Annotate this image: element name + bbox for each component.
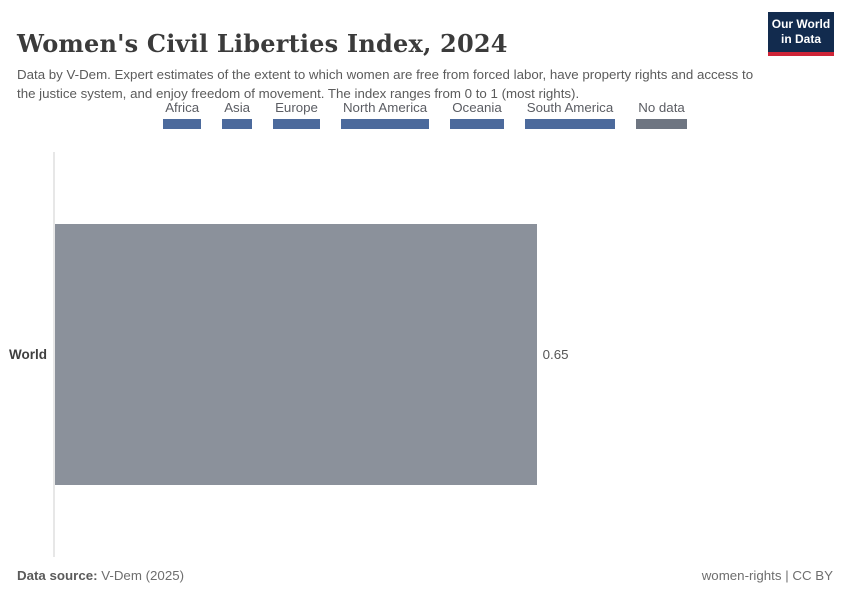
legend-swatch (222, 119, 253, 129)
owid-logo[interactable]: Our World in Data (768, 12, 834, 56)
source-value[interactable]: V-Dem (2025) (101, 568, 185, 583)
legend-item-no-data[interactable]: No data (636, 100, 687, 129)
legend-item-europe[interactable]: Europe (273, 100, 320, 129)
chart-subtitle: Data by V-Dem. Expert estimates of the e… (17, 67, 754, 102)
legend-swatch (636, 119, 687, 129)
legend-label: Oceania (452, 100, 502, 115)
owid-logo-line1: Our World (771, 17, 831, 31)
value-label-world: 0.65 (542, 346, 569, 362)
legend-item-africa[interactable]: Africa (163, 100, 202, 129)
legend-item-asia[interactable]: Asia (222, 100, 253, 129)
legend-label: Europe (275, 100, 318, 115)
legend-item-north-america[interactable]: North America (340, 100, 430, 129)
plot-area: World 0.65 (0, 152, 850, 557)
legend-swatch (273, 119, 320, 129)
chart-footer: Data source: V-Dem (2025) women-rights |… (17, 568, 833, 583)
y-axis-line (53, 152, 55, 557)
legend-swatch (524, 119, 616, 129)
legend-label: Africa (165, 100, 200, 115)
legend-label: Asia (224, 100, 251, 115)
owid-logo-line2: in Data (780, 32, 821, 46)
legend-swatch (450, 119, 504, 129)
legend-swatch (163, 119, 202, 129)
bar-world[interactable] (55, 223, 537, 486)
continent-legend: Africa Asia Europe North America Oceania Sout… (0, 100, 850, 129)
legend-label: No data (638, 100, 685, 115)
legend-item-south-america[interactable]: South America (524, 100, 616, 129)
legend-item-oceania[interactable]: Oceania (450, 100, 504, 129)
legend-label: South America (526, 100, 614, 115)
legend-swatch (340, 119, 430, 129)
license-text[interactable]: women-rights | CC BY (701, 568, 833, 583)
source-label: Data source: (17, 568, 98, 583)
entity-label-world: World (9, 346, 47, 362)
legend-label: North America (342, 100, 428, 115)
page-title: Women's Civil Liberties Index, 2024 (17, 29, 508, 59)
source-line: Data source: V-Dem (2025) (17, 568, 184, 583)
